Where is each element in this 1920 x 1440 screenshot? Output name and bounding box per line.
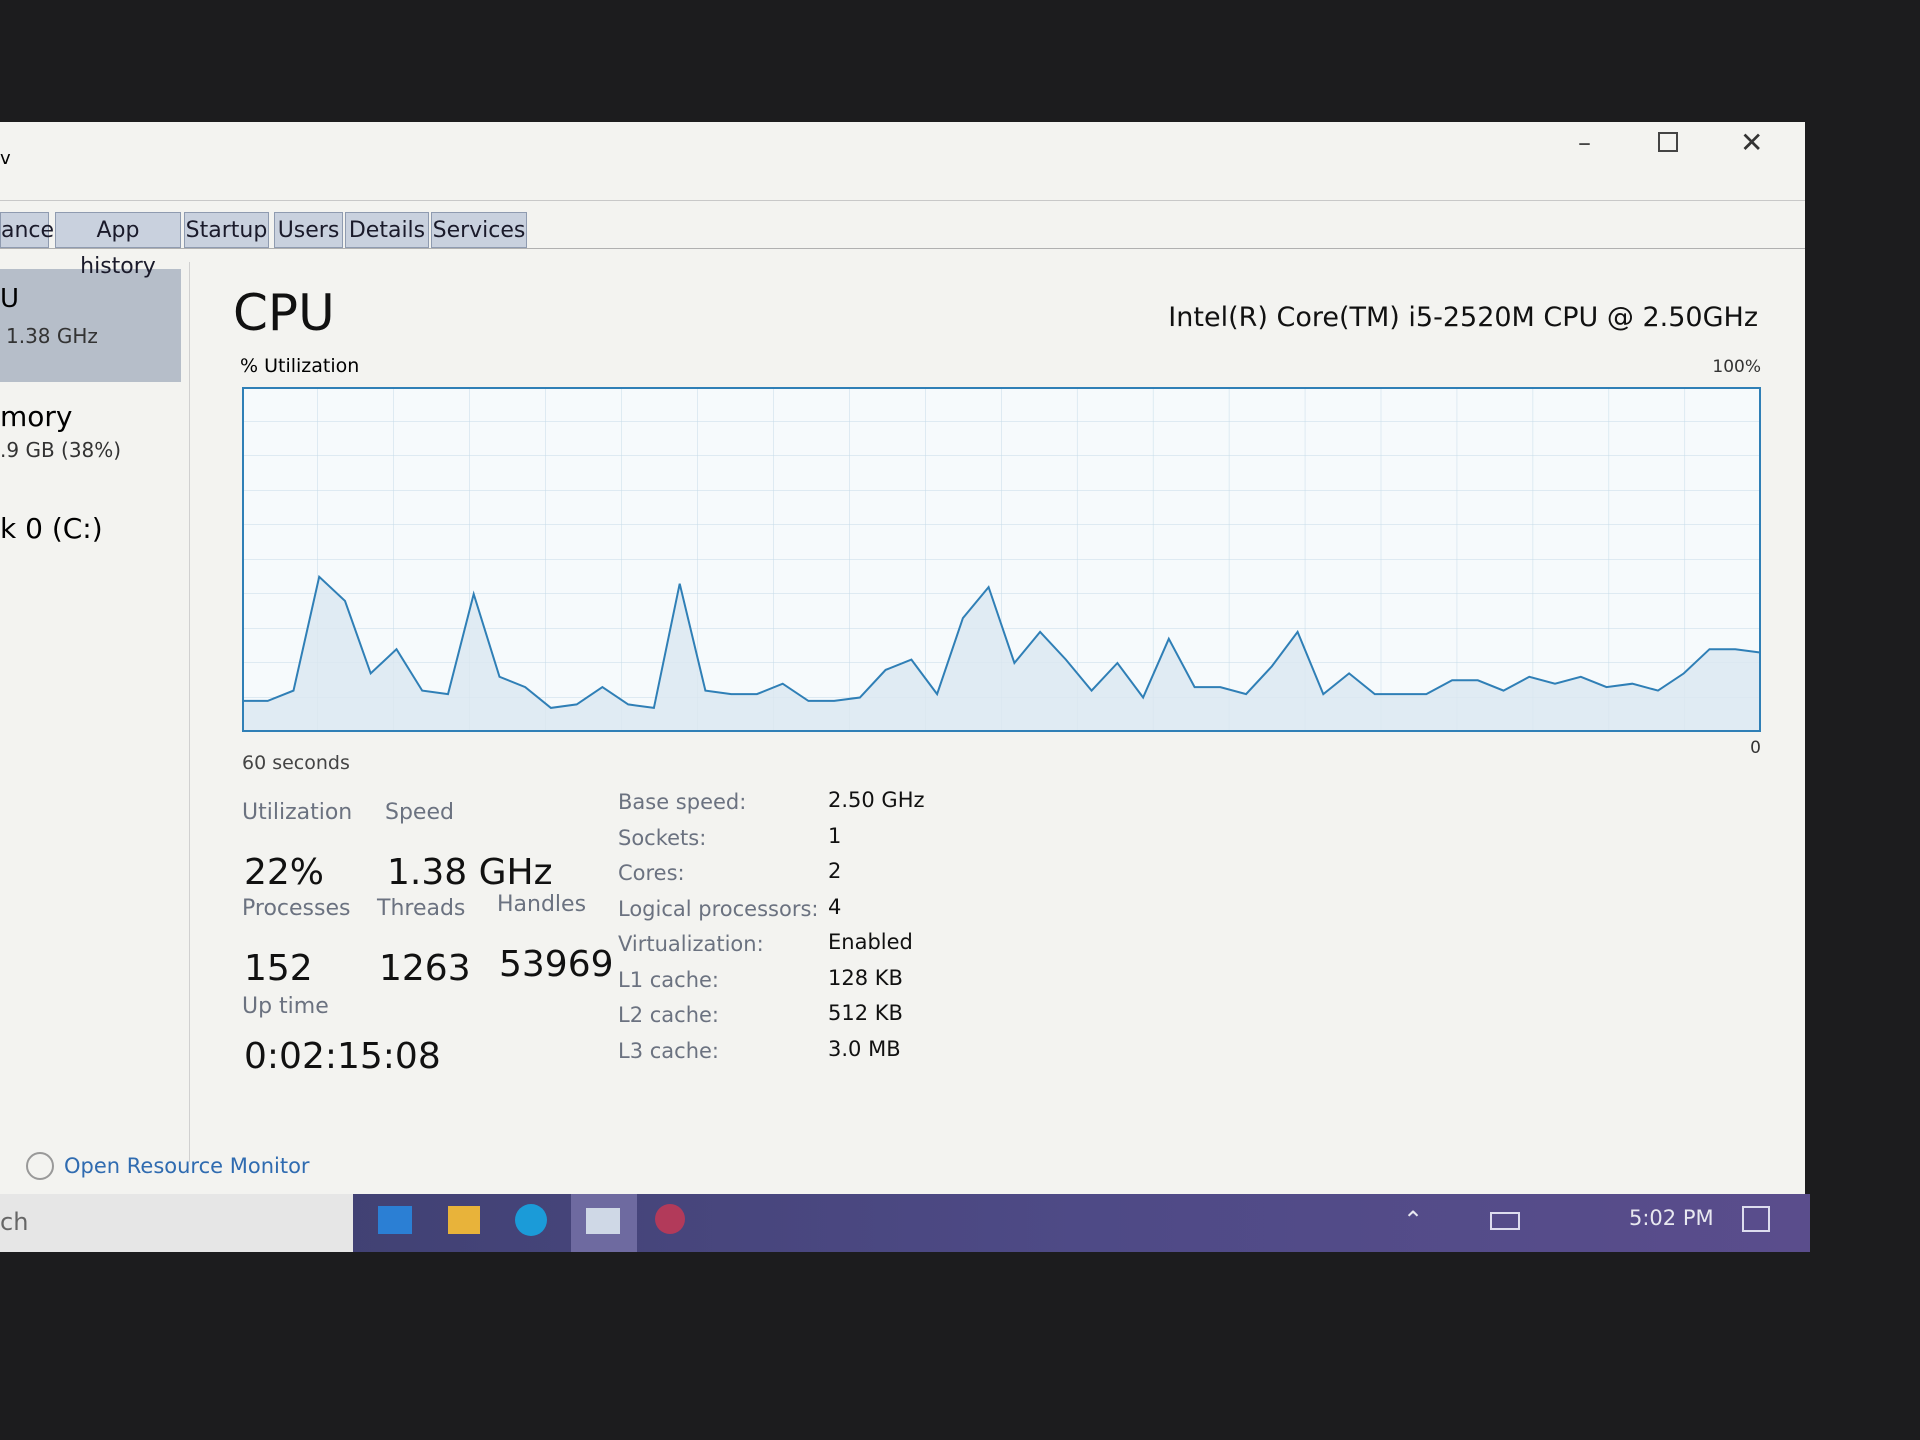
menu-divider <box>0 200 1805 201</box>
spec-value: 2 <box>828 859 842 883</box>
task-manager-window: v – ✕ U 1.38 GHz mory .9 GB (38%) k 0 (C… <box>0 122 1805 1194</box>
menu-fragment[interactable]: v <box>0 148 11 169</box>
graph-border <box>242 387 1761 732</box>
spec-label: Sockets: <box>618 825 707 850</box>
spec-value: 512 KB <box>828 1001 903 1025</box>
tab[interactable]: Services <box>431 212 527 248</box>
stat-value: 1.38 GHz <box>387 852 553 893</box>
maximize-button[interactable] <box>1658 132 1678 152</box>
explorer-icon[interactable] <box>448 1206 480 1234</box>
clock[interactable]: 5:02 PM <box>1629 1206 1714 1230</box>
cpu-graph <box>242 387 1761 732</box>
spec-value: 1 <box>828 823 842 848</box>
resource-monitor-icon[interactable] <box>26 1152 54 1180</box>
taskmanager-icon[interactable] <box>586 1208 620 1234</box>
sidebar-divider <box>189 262 190 1162</box>
graph-time-label: 60 seconds <box>242 752 350 774</box>
stat-value: 1263 <box>379 948 471 989</box>
tab[interactable]: Details <box>345 212 429 248</box>
spec-label: L1 cache: <box>618 967 720 992</box>
processor-name: Intel(R) Core(TM) i5-2520M CPU @ 2.50GHz <box>1168 302 1758 333</box>
spec-label: Logical processors: <box>618 896 819 921</box>
stat-value: 22% <box>244 852 325 893</box>
sidebar-memory-label[interactable]: mory <box>0 400 73 433</box>
stat-label: Handles <box>497 892 587 917</box>
utilization-area <box>242 576 1761 732</box>
tray-icons[interactable]: ⌃ <box>1403 1206 1424 1234</box>
notification-icon[interactable] <box>1742 1206 1770 1232</box>
stat-value: 53969 <box>499 944 614 985</box>
spec-value: 3.0 MB <box>828 1036 901 1061</box>
edge-icon[interactable] <box>515 1204 547 1236</box>
stat-label: Processes <box>242 896 351 921</box>
spec-label: Virtualization: <box>618 932 764 956</box>
tab[interactable]: Users <box>274 212 343 248</box>
stat-label: Threads <box>377 896 466 921</box>
spec-value: 128 KB <box>828 965 903 990</box>
sidebar-cpu-speed[interactable]: 1.38 GHz <box>6 324 98 348</box>
stat-value: 0:02:15:08 <box>244 1036 441 1077</box>
sidebar-memory-usage[interactable]: .9 GB (38%) <box>0 438 122 462</box>
mail-icon[interactable] <box>378 1206 412 1234</box>
utilization-line <box>242 574 1761 710</box>
spec-label: Base speed: <box>618 790 747 814</box>
stat-value: 152 <box>244 948 313 989</box>
search-text[interactable]: ch <box>0 1208 29 1236</box>
cpu-title: CPU <box>233 284 335 342</box>
stat-label: Speed <box>385 800 454 825</box>
spec-value: Enabled <box>828 930 913 954</box>
spec-label: L2 cache: <box>618 1003 720 1027</box>
battery-icon[interactable] <box>1490 1212 1520 1230</box>
stat-label: Utilization <box>242 800 353 825</box>
open-resource-monitor-link[interactable]: Open Resource Monitor <box>64 1154 310 1178</box>
tab[interactable]: Startup <box>184 212 269 248</box>
app-icon[interactable] <box>655 1204 685 1234</box>
search-box[interactable] <box>0 1194 353 1252</box>
tab-divider <box>0 248 1805 249</box>
spec-value: 4 <box>828 894 842 919</box>
sidebar-disk-label[interactable]: k 0 (C:) <box>0 512 103 545</box>
close-button[interactable]: ✕ <box>1740 126 1764 159</box>
taskbar: ch ⌃ 5:02 PM <box>0 1194 1810 1252</box>
y-tick-label: 100% <box>1712 357 1761 377</box>
sidebar-cpu-label[interactable]: U <box>0 284 20 314</box>
spec-label: L3 cache: <box>618 1038 720 1063</box>
minimize-button[interactable]: – <box>1578 128 1591 158</box>
tab[interactable]: App history <box>55 212 181 279</box>
spec-label: Cores: <box>618 861 685 885</box>
tab[interactable]: ance <box>0 212 54 248</box>
spec-value: 2.50 GHz <box>828 788 925 812</box>
graph-label: % Utilization <box>240 355 360 377</box>
sidebar-selected[interactable] <box>0 269 181 382</box>
stat-label: Up time <box>242 994 329 1019</box>
y-tick-label: 0 <box>1750 738 1761 758</box>
